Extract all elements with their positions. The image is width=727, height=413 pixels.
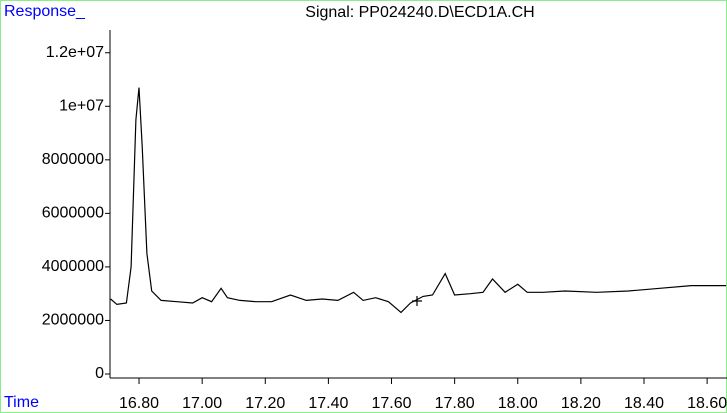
x-tick-label: 18.60 xyxy=(687,395,727,412)
x-tick-label: 16.80 xyxy=(119,395,159,412)
y-tick-label: 8000000 xyxy=(42,151,104,168)
x-tick-label: 17.00 xyxy=(182,395,222,412)
chart-title: Signal: PP024240.D\ECD1A.CH xyxy=(305,4,534,21)
x-tick-label: 17.80 xyxy=(435,395,475,412)
y-tick-label: 4000000 xyxy=(42,258,104,275)
x-tick-label: 17.40 xyxy=(308,395,348,412)
x-tick-label: 18.40 xyxy=(624,395,664,412)
y-axis-label: Response_ xyxy=(4,3,86,20)
y-tick-label: 1e+07 xyxy=(59,98,104,115)
x-tick-label: 18.00 xyxy=(498,395,538,412)
x-tick-label: 17.60 xyxy=(371,395,411,412)
y-tick-label: 6000000 xyxy=(42,205,104,222)
x-tick-label: 17.20 xyxy=(245,395,285,412)
y-tick-label: 1.2e+07 xyxy=(46,44,104,61)
signal-line xyxy=(110,87,727,314)
x-axis-label: Time xyxy=(4,394,39,411)
y-tick-label: 0 xyxy=(95,365,104,382)
y-tick-label: 2000000 xyxy=(42,312,104,329)
x-tick-label: 18.20 xyxy=(561,395,601,412)
